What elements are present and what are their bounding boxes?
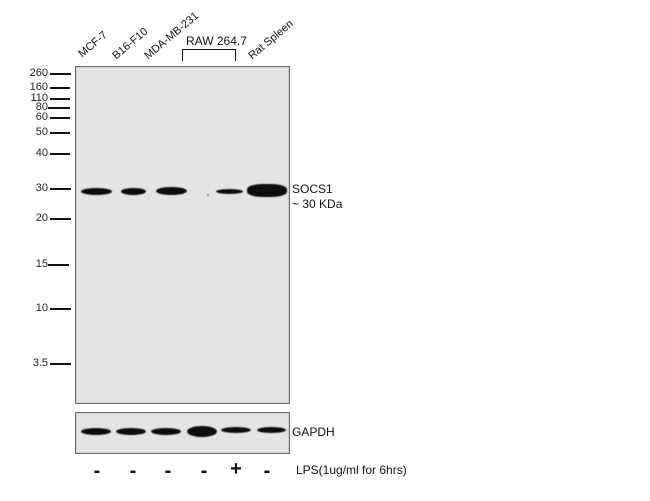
mw-tick-40 bbox=[50, 153, 70, 155]
gapdh-blot-panel bbox=[75, 412, 290, 454]
mw-tick-20 bbox=[50, 218, 71, 220]
mw-tick-260 bbox=[50, 73, 71, 75]
mw-tick-160 bbox=[50, 87, 70, 89]
mw-label-10: 10 bbox=[35, 302, 48, 314]
mw-label-160: 160 bbox=[29, 81, 48, 93]
mw-label-15: 15 bbox=[35, 258, 48, 270]
gapdh-band-lane3 bbox=[151, 428, 181, 435]
target-protein-label: SOCS1 bbox=[292, 182, 333, 196]
mw-label-50: 50 bbox=[35, 126, 48, 138]
target-size-label: ~ 30 KDa bbox=[292, 197, 343, 211]
socs1-band-lane1 bbox=[81, 188, 112, 195]
mw-tick-10 bbox=[50, 308, 71, 310]
treatment-label: LPS(1ug/ml for 6hrs) bbox=[296, 463, 407, 477]
mw-label-3-5: 3.5 bbox=[32, 357, 48, 369]
mw-tick-30 bbox=[50, 188, 71, 190]
loading-control-label: GAPDH bbox=[292, 425, 335, 439]
mw-label-80: 80 bbox=[35, 101, 48, 113]
mw-tick-60 bbox=[50, 117, 70, 119]
lps-sign-lane2: - bbox=[129, 460, 137, 482]
gapdh-band-lane6 bbox=[257, 427, 286, 433]
mw-label-20: 20 bbox=[35, 212, 48, 224]
lps-sign-lane1: - bbox=[93, 460, 101, 482]
lane-label-mcf7: MCF-7 bbox=[76, 29, 110, 60]
mw-label-260: 260 bbox=[29, 67, 48, 79]
socs1-band-lane3 bbox=[156, 187, 187, 195]
mw-label-60: 60 bbox=[35, 111, 48, 123]
gapdh-band-lane1 bbox=[81, 428, 111, 435]
group-label-raw264: RAW 264.7 bbox=[186, 34, 247, 48]
mw-label-40: 40 bbox=[35, 147, 48, 159]
mw-tick-3-5 bbox=[50, 363, 71, 365]
socs1-band-lane6 bbox=[247, 184, 287, 197]
mw-label-30: 30 bbox=[35, 182, 48, 194]
socs1-band-lane2 bbox=[121, 188, 146, 195]
socs1-band-lane5 bbox=[216, 189, 243, 194]
gapdh-band-lane4 bbox=[187, 426, 217, 437]
mw-tick-50 bbox=[50, 132, 70, 134]
socs1-band-lane4-trace bbox=[207, 194, 209, 196]
lps-sign-lane5: + bbox=[230, 458, 242, 480]
lps-sign-lane6: - bbox=[263, 460, 271, 482]
gapdh-band-lane5 bbox=[221, 427, 251, 433]
lps-sign-lane4: - bbox=[200, 460, 208, 482]
gapdh-band-lane2 bbox=[116, 428, 146, 435]
socs1-blot-panel bbox=[75, 66, 290, 404]
mw-tick-80 bbox=[48, 107, 70, 109]
lane-label-b16f10: B16-F10 bbox=[110, 25, 151, 62]
lane-label-rat-spleen: Rat Spleen bbox=[246, 17, 296, 62]
group-bracket bbox=[182, 49, 236, 61]
mw-tick-110 bbox=[50, 98, 70, 100]
mw-label-110: 110 bbox=[30, 92, 48, 104]
mw-tick-15 bbox=[48, 264, 69, 266]
lps-sign-lane3: - bbox=[164, 460, 172, 482]
